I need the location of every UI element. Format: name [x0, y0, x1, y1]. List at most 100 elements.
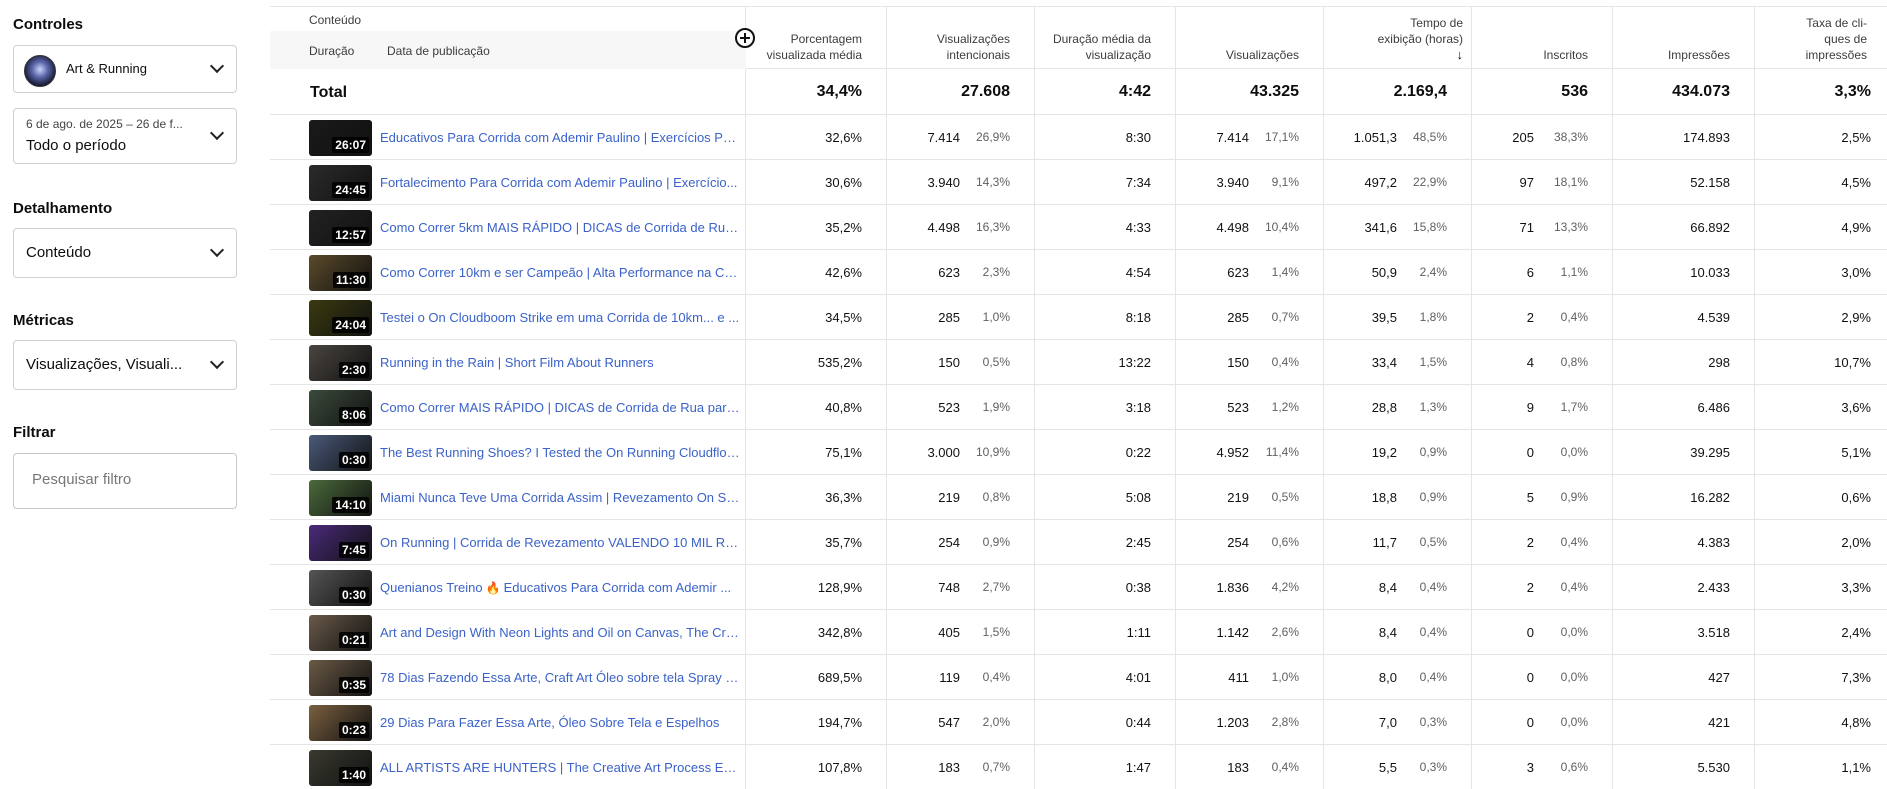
- header-intentional-views[interactable]: Visualizações intencionais: [887, 7, 1035, 70]
- video-title-link[interactable]: Como Correr MAIS RÁPIDO | DICAS de Corri…: [380, 400, 740, 415]
- value: 11,7: [1372, 535, 1397, 550]
- video-thumbnail[interactable]: 7:45: [309, 525, 372, 561]
- table-row[interactable]: 8:06 Como Correr MAIS RÁPIDO | DICAS de C…: [270, 385, 1887, 430]
- header-label: Duração média da visualização: [1052, 32, 1151, 62]
- title-part: Miami Nunca Teve Uma Corrida Assim | Rev…: [380, 490, 740, 505]
- table-row[interactable]: 0:23 29 Dias Para Fazer Essa Arte, Óleo S…: [270, 700, 1887, 745]
- video-title-link[interactable]: Testei o On Cloudboom Strike em uma Corr…: [380, 310, 740, 325]
- table-row[interactable]: 0:21 Art and Design With Neon Lights and …: [270, 610, 1887, 655]
- header-subscribers[interactable]: Inscritos: [1472, 7, 1613, 70]
- percent: 0,5%: [1271, 490, 1299, 504]
- video-title-link[interactable]: 29 Dias Para Fazer Essa Arte, Óleo Sobre…: [380, 715, 740, 730]
- video-title-link[interactable]: Quenianos Treino 🔥 Educativos Para Corrida…: [380, 580, 740, 595]
- add-circle-icon[interactable]: [735, 28, 755, 48]
- value: 4:01: [1125, 670, 1151, 685]
- video-thumbnail[interactable]: 24:45: [309, 165, 372, 201]
- video-thumbnail[interactable]: 12:57: [309, 210, 372, 246]
- value: 0:44: [1125, 715, 1151, 730]
- video-title-link[interactable]: ALL ARTISTS ARE HUNTERS | The Creative A…: [380, 760, 740, 775]
- period-selector[interactable]: 6 de ago. de 2025 – 26 de f... Todo o pe…: [13, 108, 237, 164]
- table-row[interactable]: 0:30 The Best Running Shoes? I Tested the…: [270, 430, 1887, 475]
- video-thumbnail[interactable]: 0:35: [309, 660, 372, 696]
- arrow-down-icon[interactable]: ↓: [1456, 47, 1464, 62]
- value: 7,3%: [1841, 670, 1871, 685]
- video-thumbnail[interactable]: 8:06: [309, 390, 372, 426]
- cell-intentional-views: 748 2,7%: [887, 565, 1035, 609]
- video-title-link[interactable]: Educativos Para Corrida com Ademir Pauli…: [380, 130, 740, 145]
- header-label: Inscritos: [1543, 48, 1588, 62]
- tab-publish-date[interactable]: Data de publicação: [387, 44, 490, 58]
- cell-watch-time: 50,9 2,4%: [1324, 250, 1472, 294]
- content-header-label[interactable]: Conteúdo: [309, 13, 362, 27]
- video-thumbnail[interactable]: 2:30: [309, 345, 372, 381]
- video-thumbnail[interactable]: 0:21: [309, 615, 372, 651]
- header-views[interactable]: Visualizações: [1176, 7, 1324, 70]
- header-impressions[interactable]: Impressões: [1613, 7, 1755, 70]
- video-thumbnail[interactable]: 14:10: [309, 480, 372, 516]
- table-row[interactable]: 0:30 Quenianos Treino 🔥 Educativos Para Cor…: [270, 565, 1887, 610]
- cell-ctr: 4,9%: [1755, 205, 1887, 249]
- percent: 0,9%: [1560, 490, 1588, 504]
- value: 4.383: [1697, 535, 1730, 550]
- video-thumbnail[interactable]: 0:30: [309, 435, 372, 471]
- value: 5:08: [1125, 490, 1151, 505]
- video-thumbnail[interactable]: 11:30: [309, 255, 372, 291]
- cell-views: 4.952 11,4%: [1176, 430, 1324, 474]
- video-title-link[interactable]: The Best Running Shoes? I Tested the On …: [380, 445, 740, 460]
- cell-impressions: 16.282: [1613, 475, 1755, 519]
- table-row[interactable]: 14:10 Miami Nunca Teve Uma Corrida Assim …: [270, 475, 1887, 520]
- value: 298: [1708, 355, 1730, 370]
- table-row[interactable]: 11:30 Como Correr 10km e ser Campeão | Al…: [270, 250, 1887, 295]
- value: 4,9%: [1841, 220, 1871, 235]
- header-avg-percentage-viewed[interactable]: Porcentagem visualizada média: [746, 7, 887, 70]
- table-row[interactable]: 26:07 Educativos Para Corrida com Ademir …: [270, 115, 1887, 160]
- video-title-link[interactable]: Fortalecimento Para Corrida com Ademir P…: [380, 175, 740, 190]
- table-header: Conteúdo Duração Data de publicação Porc…: [270, 6, 1887, 70]
- table-row[interactable]: 0:35 78 Dias Fazendo Essa Arte, Craft Art…: [270, 655, 1887, 700]
- percent: 16,3%: [975, 220, 1010, 234]
- cell-subscribers: 2 0,4%: [1472, 295, 1613, 339]
- table-row[interactable]: 12:57 Como Correr 5km MAIS RÁPIDO | DICAS…: [270, 205, 1887, 250]
- video-title-link[interactable]: Como Correr 10km e ser Campeão | Alta Pe…: [380, 265, 740, 280]
- table-row[interactable]: 2:30 Running in the Rain | Short Film Abo…: [270, 340, 1887, 385]
- title-part: Running in the Rain | Short Film About R…: [380, 355, 654, 370]
- breakdown-selector[interactable]: Conteúdo: [13, 228, 237, 278]
- video-cell: 0:35 78 Dias Fazendo Essa Arte, Craft Art…: [270, 655, 746, 699]
- video-title-link[interactable]: On Running | Corrida de Revezamento VALE…: [380, 535, 740, 550]
- tab-duration[interactable]: Duração: [309, 44, 355, 58]
- cell-subscribers: 3 0,6%: [1472, 745, 1613, 789]
- video-cell: 11:30 Como Correr 10km e ser Campeão | Al…: [270, 250, 746, 294]
- value: 36,3%: [825, 490, 862, 505]
- cell-avg-duration: 13:22: [1035, 340, 1176, 384]
- channel-selector[interactable]: Art & Running: [13, 45, 237, 93]
- video-thumbnail[interactable]: 1:40: [309, 750, 372, 786]
- cell-views: 623 1,4%: [1176, 250, 1324, 294]
- percent: 0,6%: [1560, 760, 1588, 774]
- value: 3,0%: [1841, 265, 1871, 280]
- table-row[interactable]: 24:45 Fortalecimento Para Corrida com Ade…: [270, 160, 1887, 205]
- title-part: 78 Dias Fazendo Essa Arte, Craft Art Óle…: [380, 670, 740, 685]
- metrics-selector[interactable]: Visualizações, Visuali...: [13, 340, 237, 390]
- video-title-link[interactable]: Como Correr 5km MAIS RÁPIDO | DICAS de C…: [380, 220, 740, 235]
- header-ctr[interactable]: Taxa de cli-ques de impressões: [1755, 7, 1887, 70]
- header-watch-time[interactable]: Tempo de exibição (horas)↓: [1324, 7, 1472, 70]
- video-title-link[interactable]: Running in the Rain | Short Film About R…: [380, 355, 740, 370]
- table-row[interactable]: 7:45 On Running | Corrida de Revezamento …: [270, 520, 1887, 565]
- video-thumbnail[interactable]: 24:04: [309, 300, 372, 336]
- video-thumbnail[interactable]: 0:23: [309, 705, 372, 741]
- value: 4,8%: [1841, 715, 1871, 730]
- video-cell: 7:45 On Running | Corrida de Revezamento …: [270, 520, 746, 564]
- video-title-link[interactable]: 78 Dias Fazendo Essa Arte, Craft Art Óle…: [380, 670, 740, 685]
- cell-ctr: 5,1%: [1755, 430, 1887, 474]
- table-row[interactable]: 1:40 ALL ARTISTS ARE HUNTERS | The Creati…: [270, 745, 1887, 789]
- table-row[interactable]: 24:04 Testei o On Cloudboom Strike em uma…: [270, 295, 1887, 340]
- video-thumbnail[interactable]: 0:30: [309, 570, 372, 606]
- percent: 17,1%: [1264, 130, 1299, 144]
- header-avg-view-duration[interactable]: Duração média da visualização: [1035, 7, 1176, 70]
- value: 10.033: [1690, 265, 1730, 280]
- video-thumbnail[interactable]: 26:07: [309, 120, 372, 156]
- filter-search-input[interactable]: Pesquisar filtro: [13, 453, 237, 509]
- video-cell: 14:10 Miami Nunca Teve Uma Corrida Assim …: [270, 475, 746, 519]
- video-title-link[interactable]: Art and Design With Neon Lights and Oil …: [380, 625, 740, 640]
- video-title-link[interactable]: Miami Nunca Teve Uma Corrida Assim | Rev…: [380, 490, 740, 505]
